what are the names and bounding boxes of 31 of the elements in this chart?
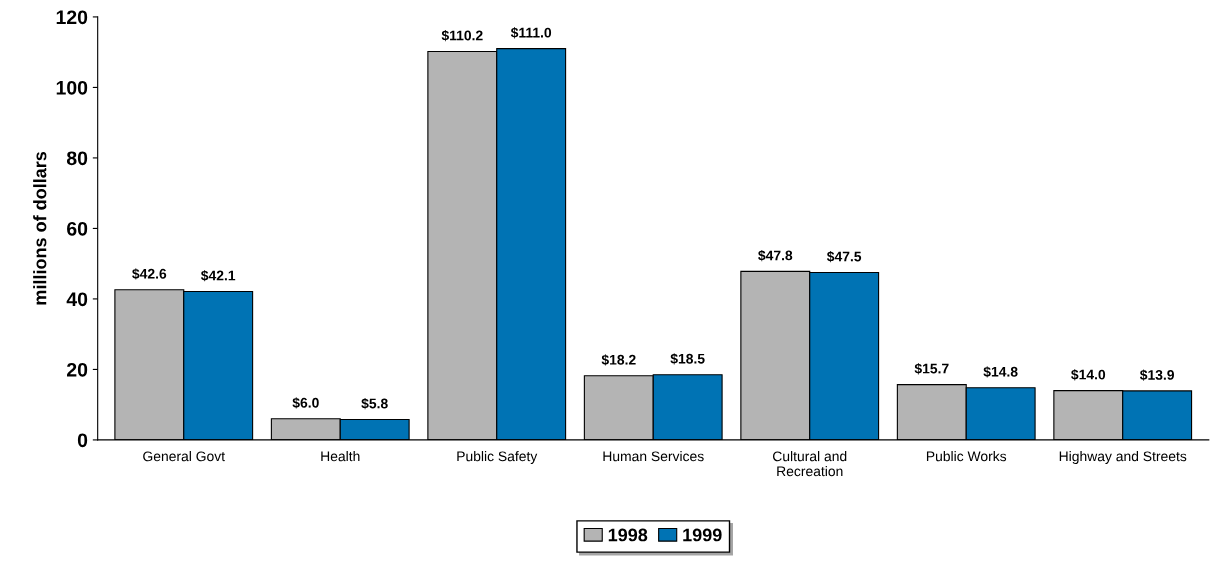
data-label: $15.7 bbox=[914, 363, 949, 375]
data-label: $14.0 bbox=[1071, 369, 1106, 381]
x-tick-label: Health bbox=[321, 451, 360, 462]
data-label: $18.5 bbox=[670, 353, 705, 365]
y-tick-label: 0 bbox=[77, 433, 88, 448]
data-label: $13.9 bbox=[1139, 369, 1175, 381]
x-tick-label: Human Services bbox=[603, 451, 704, 462]
data-label: $42.1 bbox=[200, 269, 236, 282]
data-label: $47.8 bbox=[758, 249, 793, 262]
y-axis-title: millions of dollars bbox=[33, 151, 47, 305]
x-tick-label: General Govt bbox=[143, 451, 225, 462]
legend-label: 1999 bbox=[683, 528, 722, 542]
x-tick-label: Public Works bbox=[926, 451, 1007, 462]
data-label: $110.2 bbox=[441, 29, 483, 42]
legend-label: 1998 bbox=[608, 528, 648, 542]
data-label: $111.0 bbox=[510, 27, 552, 39]
x-tick-label: Highway and Streets bbox=[1059, 451, 1187, 464]
data-label: $18.2 bbox=[601, 354, 636, 366]
data-label: $42.6 bbox=[132, 268, 167, 280]
data-label: $14.8 bbox=[983, 366, 1018, 378]
data-label: $47.5 bbox=[826, 250, 862, 263]
data-label: $5.8 bbox=[361, 397, 388, 410]
y-tick-label: 120 bbox=[56, 10, 88, 25]
y-tick-label: 20 bbox=[67, 362, 88, 377]
y-tick-label: 40 bbox=[66, 292, 88, 307]
y-tick-label: 60 bbox=[67, 221, 88, 236]
data-label: $6.0 bbox=[292, 397, 319, 409]
x-tick-label: Public Safety bbox=[457, 451, 538, 464]
y-tick-label: 100 bbox=[56, 80, 88, 95]
y-tick-label: 80 bbox=[66, 151, 88, 166]
x-tick-label: Cultural and Recreation bbox=[772, 451, 847, 477]
